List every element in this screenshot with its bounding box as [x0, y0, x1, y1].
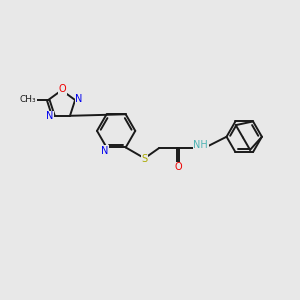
Text: NH: NH	[194, 140, 208, 150]
Text: N: N	[75, 94, 82, 104]
Text: N: N	[101, 146, 108, 156]
Text: N: N	[46, 111, 53, 122]
Text: O: O	[59, 84, 66, 94]
Text: S: S	[141, 154, 147, 164]
Text: CH₃: CH₃	[20, 95, 36, 104]
Text: O: O	[174, 162, 182, 172]
